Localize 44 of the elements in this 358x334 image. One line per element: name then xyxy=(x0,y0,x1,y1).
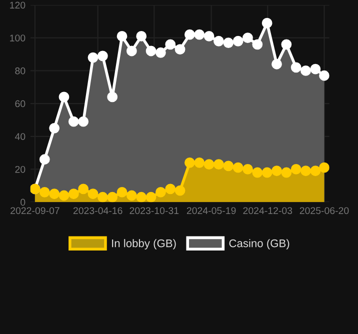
point xyxy=(194,29,205,40)
legend-label: In lobby (GB) xyxy=(112,239,176,250)
x-tick-label: 2022-09-07 xyxy=(10,207,60,214)
point xyxy=(116,31,128,42)
point xyxy=(242,32,253,44)
y-tick-label: 40 xyxy=(14,133,26,140)
point xyxy=(88,52,98,63)
point xyxy=(281,39,292,50)
point xyxy=(97,50,108,62)
y-tick-label: 60 xyxy=(15,100,26,108)
x-tick-label: 2023-10-31 xyxy=(130,207,179,214)
y-tick-label: 80 xyxy=(15,67,26,74)
point xyxy=(146,46,156,56)
point xyxy=(184,29,195,40)
x-tick-label: 2023-04-16 xyxy=(73,207,122,214)
point xyxy=(300,65,311,76)
legend-label: Casino (GB) xyxy=(229,239,290,250)
point xyxy=(126,46,137,56)
point xyxy=(165,39,176,50)
point xyxy=(319,70,330,81)
y-tick-label: 20 xyxy=(15,166,26,173)
y-tick-label: 120 xyxy=(10,2,26,9)
point xyxy=(290,62,302,73)
point xyxy=(49,122,60,134)
point xyxy=(310,64,321,74)
point xyxy=(204,31,214,42)
point xyxy=(232,36,244,46)
point xyxy=(262,18,272,28)
y-tick-label: 0 xyxy=(20,198,26,206)
point xyxy=(223,38,234,48)
point xyxy=(174,44,186,55)
point xyxy=(68,116,79,127)
y-tick-label: 100 xyxy=(10,34,26,42)
x-tick-label: 2024-05-19 xyxy=(186,207,236,214)
point xyxy=(107,92,118,102)
point xyxy=(78,116,89,127)
point xyxy=(272,58,282,70)
point xyxy=(58,92,70,102)
point xyxy=(136,31,147,42)
x-tick-label: 2025-06-20 xyxy=(300,207,349,214)
point xyxy=(214,36,224,46)
point xyxy=(252,39,263,50)
x-tick-label: 2024-12-03 xyxy=(243,207,292,214)
point xyxy=(155,47,166,58)
